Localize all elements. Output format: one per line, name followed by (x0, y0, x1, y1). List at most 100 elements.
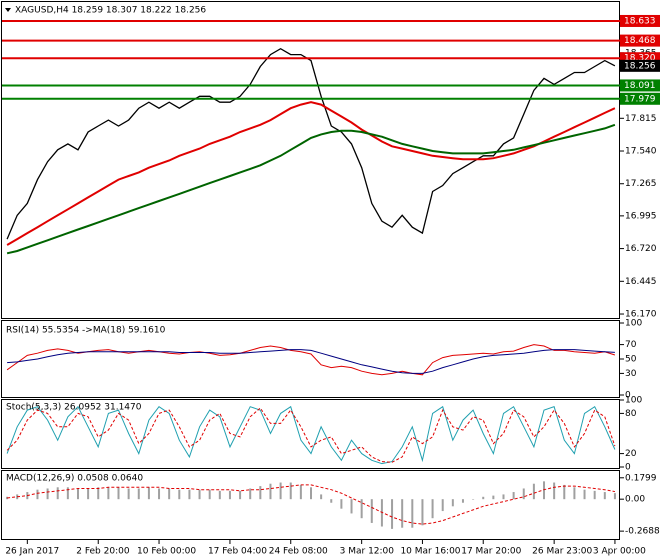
histogram-bar (593, 490, 596, 500)
y-tick-label: 50 (625, 355, 637, 365)
histogram-bar (228, 490, 231, 500)
series-line (6, 344, 616, 376)
level-label: 18.468 (624, 36, 656, 46)
histogram-bar (117, 487, 120, 500)
series-line (6, 407, 616, 463)
level-label-box (620, 52, 660, 65)
histogram-bar (259, 486, 262, 500)
series-line (6, 405, 616, 465)
histogram-bar (350, 499, 353, 514)
y-tick-label: 0.00 (625, 495, 645, 505)
panel-title: MACD(12,26,9) 0.0508 0.0640 (6, 474, 143, 484)
histogram-bar (583, 489, 586, 500)
series-line (6, 101, 616, 246)
y-tick-label: 16.995 (625, 211, 657, 221)
histogram-bar (218, 490, 221, 500)
histogram-bar (391, 499, 394, 529)
panel-title: XAGUSD,H4 18.259 18.307 18.222 18.256 (15, 6, 206, 16)
histogram-bar (279, 482, 282, 500)
histogram-bar (310, 487, 312, 500)
y-tick-label: 0.1799 (625, 473, 657, 483)
menu-arrow[interactable] (5, 8, 11, 12)
y-tick-label: 16.170 (625, 310, 657, 320)
histogram-bar (553, 482, 556, 500)
histogram-bar (239, 490, 242, 500)
histogram-bar (56, 487, 59, 500)
x-tick-label: 10 Feb 00:00 (137, 547, 196, 557)
x-tick-label: 10 Mar 16:00 (400, 547, 460, 557)
y-tick-label: 17.540 (625, 147, 657, 157)
histogram-bar (603, 492, 606, 500)
histogram-bar (441, 499, 444, 512)
histogram-bar (87, 488, 90, 500)
histogram-bar (613, 493, 616, 500)
histogram-bar (330, 499, 333, 503)
x-tick-label: 17 Mar 20:00 (461, 547, 521, 557)
y-tick-label: 17.265 (625, 179, 657, 189)
histogram-bar (178, 489, 181, 500)
histogram-bar (370, 499, 373, 523)
y-tick-label: 0 (625, 391, 631, 401)
histogram-bar (522, 488, 525, 500)
level-label-box (620, 79, 660, 92)
level-label: 17.979 (624, 94, 656, 104)
price-label: 18.256 (624, 61, 656, 71)
y-tick-label: 30 (625, 369, 637, 379)
histogram-bar (421, 499, 424, 526)
level-label-box (620, 34, 660, 47)
y-tick-label: 16.445 (625, 277, 657, 287)
histogram-bar (6, 496, 9, 500)
price-label-box (620, 59, 660, 72)
x-tick-label: 26 Jan 2017 (5, 547, 59, 557)
histogram-bar (249, 488, 252, 500)
histogram-bar (208, 489, 211, 500)
y-tick-label: 0 (625, 463, 631, 473)
histogram-bar (107, 487, 110, 500)
series-line (6, 47, 616, 240)
histogram-bar (188, 489, 191, 500)
histogram-bar (502, 494, 505, 500)
x-tick-label: 3 Mar 12:00 (340, 547, 395, 557)
histogram-bar (289, 482, 292, 500)
level-label-box (620, 14, 660, 27)
y-tick-label: 80 (625, 409, 637, 419)
series-line (7, 349, 615, 374)
y-tick-label: 70 (625, 340, 637, 350)
histogram-bar (147, 487, 150, 500)
stoch-panel (1, 399, 620, 469)
x-tick-label: 17 Feb 04:00 (208, 547, 267, 557)
histogram-bar (543, 481, 546, 500)
histogram-bar (127, 488, 130, 500)
histogram-bar (563, 484, 566, 500)
histogram-bar (573, 487, 576, 500)
histogram-bar (97, 487, 100, 500)
main-panel (1, 1, 620, 319)
histogram-bar (320, 494, 323, 500)
panel-title: RSI(14) 55.5354 ->MA(18) 59.1610 (6, 326, 166, 336)
y-tick-label: 16.720 (625, 244, 657, 254)
x-tick-label: 2 Feb 20:00 (76, 547, 130, 557)
histogram-bar (36, 489, 39, 500)
level-label: 18.633 (624, 16, 656, 26)
series-line (6, 123, 616, 255)
x-tick-label: 3 Apr 00:00 (593, 547, 646, 557)
y-tick-label: -0.2688 (625, 527, 660, 537)
histogram-bar (137, 488, 140, 500)
x-tick-label: 26 Mar 23:00 (532, 547, 592, 557)
histogram-bar (451, 499, 454, 507)
histogram-bar (431, 499, 434, 519)
y-tick-label: 100 (625, 396, 642, 406)
series-line (7, 484, 615, 525)
histogram-bar (340, 499, 343, 509)
histogram-bar (482, 496, 485, 500)
histogram-bar (512, 492, 515, 500)
histogram-bar (492, 495, 495, 500)
histogram-bar (360, 499, 363, 519)
histogram-bar (299, 484, 302, 500)
panel-title: Stoch(5,3,3) 26.0952 31.1470 (6, 403, 142, 413)
histogram-bar (168, 488, 171, 500)
histogram-bar (401, 499, 404, 528)
level-label-box (620, 92, 660, 105)
histogram-bar (472, 499, 475, 500)
